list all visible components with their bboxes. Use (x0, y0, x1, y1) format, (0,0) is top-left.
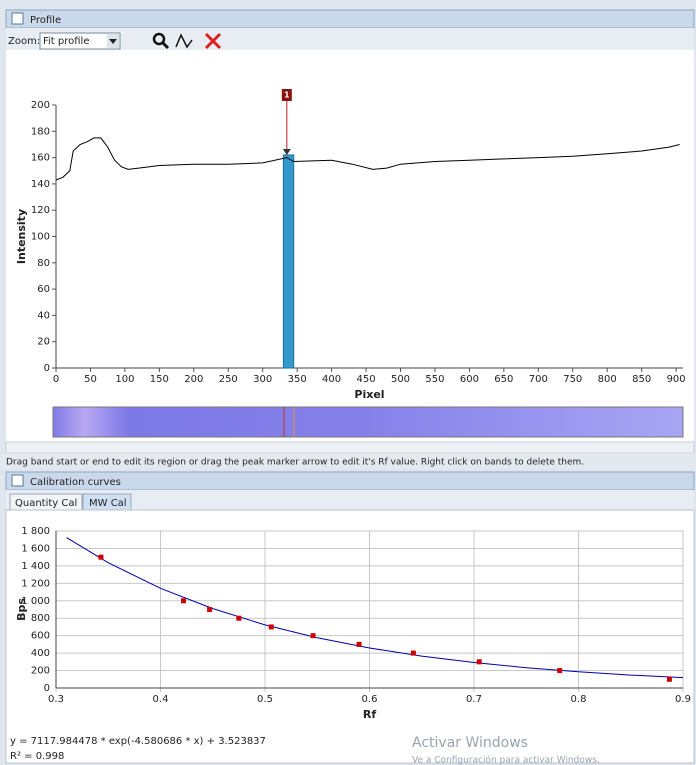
scrollbar[interactable] (6, 442, 694, 453)
x-tick-label: 350 (288, 374, 307, 385)
x-tick-label: 250 (219, 374, 238, 385)
y-tick-label: 20 (37, 337, 50, 348)
y-tick-label: 0 (44, 683, 50, 694)
x-tick-label: 450 (357, 374, 376, 385)
gel-lane (53, 407, 683, 437)
y-tick-label: 80 (37, 258, 50, 269)
data-point (411, 651, 416, 656)
status-text: Drag band start or end to edit its regio… (6, 458, 584, 468)
y-axis-title: Bps (15, 598, 28, 621)
x-tick-label: 0.5 (257, 694, 273, 705)
y-tick-label: 200 (31, 666, 50, 677)
x-tick-label: 400 (322, 374, 341, 385)
x-axis-title: Pixel (354, 388, 384, 401)
y-tick-label: 1 400 (21, 561, 50, 572)
x-tick-label: 850 (632, 374, 651, 385)
y-tick-label: 800 (31, 613, 50, 624)
r-squared: R² = 0.998 (10, 751, 64, 762)
x-tick-label: 0.3 (48, 694, 64, 705)
x-tick-label: 550 (425, 374, 444, 385)
data-point (357, 642, 362, 647)
x-tick-label: 50 (84, 374, 97, 385)
y-tick-label: 180 (31, 126, 50, 137)
watermark-subtitle: Ve a Configuración para activar Windows. (412, 755, 600, 765)
peak-marker-label: 1 (284, 91, 290, 100)
x-tick-label: 200 (184, 374, 203, 385)
y-tick-label: 200 (31, 100, 50, 111)
x-tick-label: 0.8 (571, 694, 587, 705)
band (283, 155, 293, 368)
profile-area (6, 50, 694, 454)
tab-label: Quantity Cal (15, 498, 77, 509)
x-tick-label: 800 (598, 374, 617, 385)
x-tick-label: 0.9 (675, 694, 691, 705)
data-point (236, 616, 241, 621)
data-point (557, 668, 562, 673)
zoom-label: Zoom: (8, 36, 40, 47)
x-tick-label: 600 (460, 374, 479, 385)
data-point (269, 624, 274, 629)
watermark-title: Activar Windows (412, 735, 528, 751)
y-axis-title: Intensity (15, 209, 28, 264)
x-axis-title: Rf (363, 708, 376, 721)
x-tick-label: 100 (115, 374, 134, 385)
y-tick-label: 0 (44, 363, 50, 374)
data-point (98, 555, 103, 560)
fit-equation: y = 7117.984478 * exp(-4.580686 * x) + 3… (10, 736, 266, 747)
window: Profile Zoom: Fit profile Drag band star… (0, 0, 696, 765)
y-tick-label: 140 (31, 179, 50, 190)
y-tick-label: 1 600 (21, 543, 50, 554)
x-tick-label: 0.7 (466, 694, 482, 705)
x-tick-label: 650 (494, 374, 513, 385)
zoom-value: Fit profile (43, 36, 90, 47)
data-point (477, 659, 482, 664)
data-point (667, 677, 672, 682)
page: {"profile_panel": {"title": "Profile", "… (0, 0, 696, 765)
x-tick-label: 0 (53, 374, 59, 385)
y-tick-label: 160 (31, 153, 50, 164)
x-tick-label: 0.6 (362, 694, 378, 705)
tab-label: MW Cal (89, 498, 127, 509)
y-tick-label: 600 (31, 631, 50, 642)
data-point (311, 633, 316, 638)
panel-title: Calibration curves (30, 477, 121, 488)
y-tick-label: 60 (37, 284, 50, 295)
x-tick-label: 900 (667, 374, 686, 385)
data-point (207, 607, 212, 612)
y-tick-label: 400 (31, 648, 50, 659)
y-tick-label: 1 800 (21, 526, 50, 537)
y-tick-label: 100 (31, 232, 50, 243)
data-point (181, 598, 186, 603)
y-tick-label: 40 (37, 310, 50, 321)
panel-icon (12, 475, 23, 486)
x-tick-label: 700 (529, 374, 548, 385)
panel-icon (12, 13, 23, 24)
title-bar (6, 10, 694, 28)
x-tick-label: 500 (391, 374, 410, 385)
x-tick-label: 750 (563, 374, 582, 385)
y-tick-label: 1 200 (21, 578, 50, 589)
panel-title: Profile (30, 15, 61, 26)
y-tick-label: 120 (31, 205, 50, 216)
x-tick-label: 0.4 (153, 694, 169, 705)
x-tick-label: 300 (253, 374, 272, 385)
x-tick-label: 150 (150, 374, 169, 385)
